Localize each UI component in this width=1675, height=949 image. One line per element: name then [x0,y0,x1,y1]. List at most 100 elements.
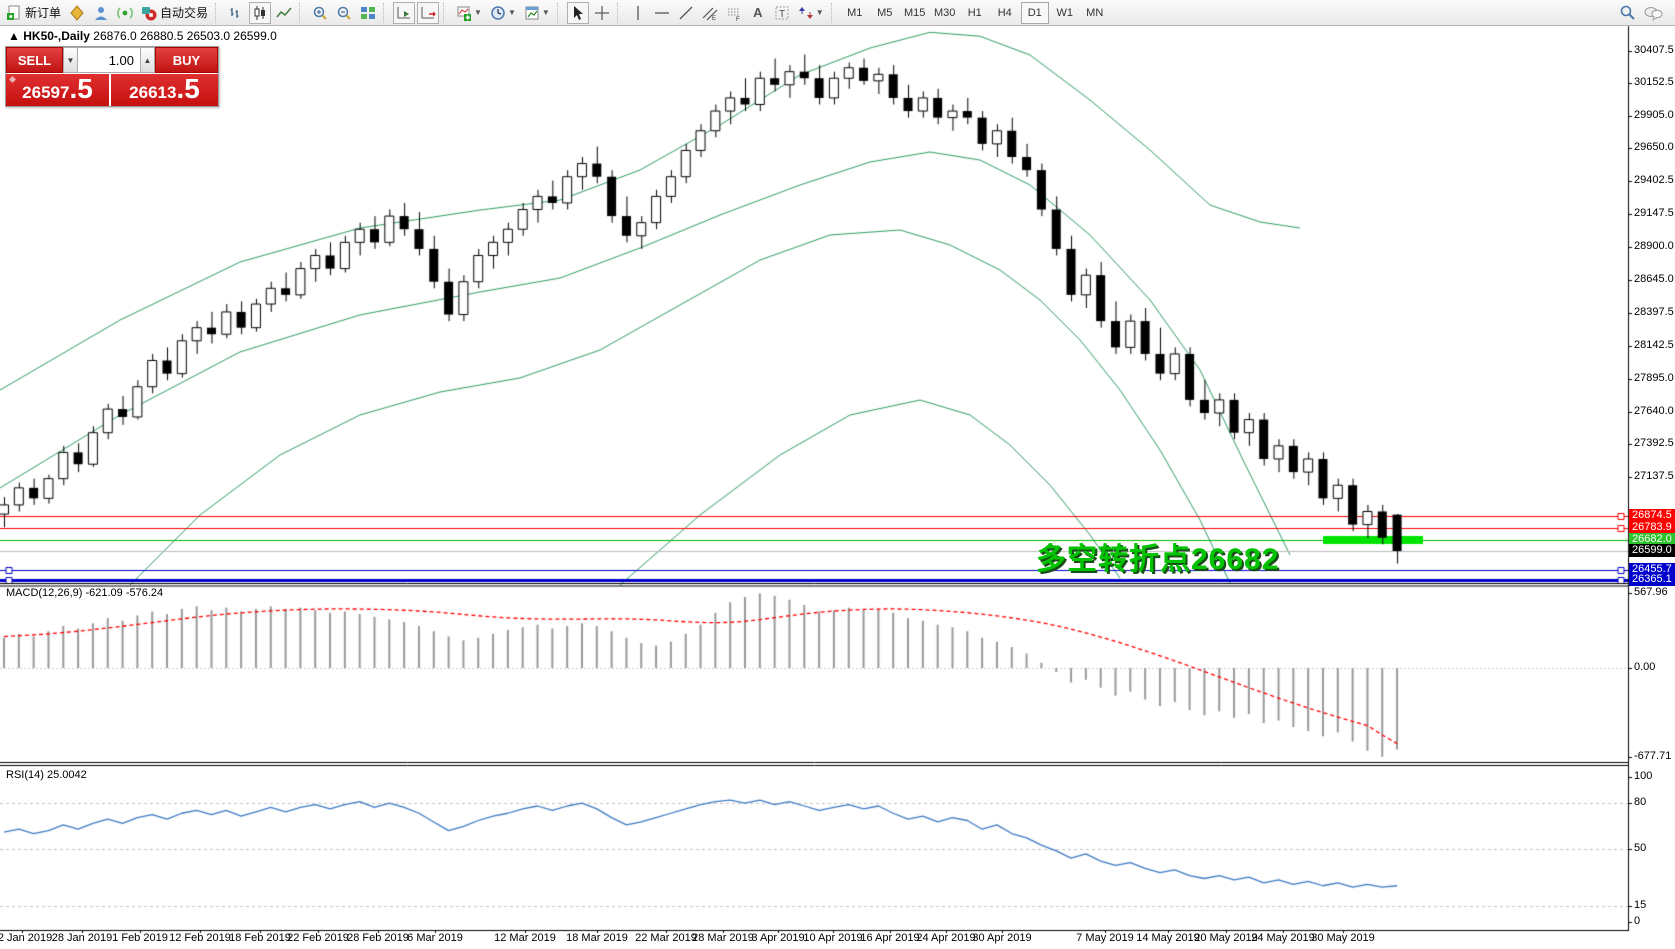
timeframe-w1[interactable]: W1 [1056,6,1073,19]
trendline-icon [678,5,694,21]
price-axis-label: 27137.5 [1634,470,1674,482]
line-chart-button[interactable] [273,2,295,24]
templates-button[interactable]: ▼ [521,2,553,24]
signals-button[interactable] [114,2,136,24]
tile-windows-icon [360,5,376,21]
timeframe-d1[interactable]: D1 [1020,1,1049,24]
date-label: 3 Apr 2019 [751,932,805,944]
vertical-line-button[interactable] [627,2,649,24]
buy-button[interactable]: BUY [155,47,218,73]
periods-icon [490,5,506,21]
date-label: 24 May 2019 [1251,932,1315,944]
text-button[interactable]: A [747,2,769,24]
buy-price-pips: .5 [176,73,200,104]
chevron-down-icon: ▼ [507,8,516,17]
candlestick-chart-button[interactable] [249,1,272,24]
zoom-in-button[interactable] [309,2,331,24]
main-toolbar: 新订单 自动交易 [0,0,1675,26]
timeframe-m15[interactable]: M15 [904,6,926,19]
symbol-name: HK50-,Daily [23,29,90,43]
crosshair-button[interactable] [591,2,613,24]
tile-windows-button[interactable] [357,2,379,24]
date-label: 28 Jan 2019 [51,932,113,944]
buy-price-tile[interactable]: 26613 .5 [111,74,218,106]
indicators-button[interactable]: ▼ [453,2,485,24]
sell-price-tile[interactable]: 26597 .5 [6,74,109,106]
bar-chart-icon [228,5,244,21]
price-axis-label: 28645.0 [1634,273,1674,285]
zoom-out-button[interactable] [333,2,355,24]
toolbar-separator [556,2,563,23]
date-label: 7 May 2019 [1076,932,1134,944]
timeframe-m1[interactable]: M1 [847,6,863,19]
price-tag: 26599.0 [1629,544,1675,557]
macd-axis-label: 0.00 [1634,661,1656,673]
text-label-button[interactable]: T [771,2,793,24]
price-axis-label: 27640.0 [1634,405,1674,417]
price-axis-label: 27895.0 [1634,372,1674,384]
cursor-button[interactable] [566,1,589,24]
timeframe-m30[interactable]: M30 [934,6,956,19]
trendline-button[interactable] [675,2,697,24]
timeframe-group: M1 M5 M15 M30 H1 H4 D1 W1 MN [840,1,1110,24]
sell-price: 26597 [22,83,70,102]
trade-widget-top-row: SELL ▼ ▲ BUY [6,47,218,73]
fibonacci-button[interactable]: F [723,2,745,24]
profile-button[interactable] [90,2,112,24]
chart-shift-button[interactable] [417,1,440,24]
timeframe-m5[interactable]: M5 [877,6,893,19]
price-tag: 26365.1 [1629,573,1675,586]
chevron-down-icon: ▼ [474,8,482,17]
autotrading-button[interactable]: 自动交易 [138,2,211,24]
toolbar-right-group [1615,2,1667,24]
chevron-down-icon: ▼ [541,8,550,17]
volume-input[interactable] [78,47,140,73]
volume-decrease-button[interactable]: ▼ [63,47,78,73]
price-tag: 26783.9 [1629,521,1675,534]
date-label: 12 Mar 2019 [494,932,556,944]
macd-indicator-label: MACD(12,26,9) -621.09 -576.24 [6,587,164,599]
date-label: 16 Apr 2019 [860,932,920,944]
one-click-collapse-icon[interactable]: ▲ [8,29,20,43]
volume-increase-button[interactable]: ▲ [140,47,155,73]
date-label: 28 Feb 2019 [347,932,409,944]
templates-icon [524,5,540,21]
arrows-button[interactable]: ▼ [795,2,827,24]
macd-axis-label: 567.96 [1634,586,1668,598]
svg-text:E: E [712,16,716,21]
rsi-axis-label: 100 [1634,770,1653,782]
sell-button[interactable]: SELL [6,47,63,73]
date-label: 22 Mar 2019 [635,932,697,944]
chat-button[interactable] [1641,2,1666,24]
horizontal-line-button[interactable] [651,2,673,24]
periods-button[interactable]: ▼ [487,2,519,24]
auto-scroll-button[interactable] [393,1,416,24]
timeframe-mn[interactable]: MN [1086,6,1104,19]
cursor-icon [570,5,586,21]
search-button[interactable] [1616,2,1639,24]
channel-button[interactable]: E [699,2,721,24]
chart-wizard-button[interactable] [66,2,88,24]
toolbar-separator [616,2,623,23]
date-label: 30 Apr 2019 [972,932,1032,944]
candlestick-chart-icon [252,5,268,21]
trade-widget-price-row: 26597 .5 26613 .5 [6,73,218,106]
timeframe-h1[interactable]: H1 [967,6,982,19]
date-label: 18 Mar 2019 [566,932,628,944]
price-tag: 26682.0 [1629,533,1675,546]
chat-icon [1644,5,1663,21]
bar-chart-button[interactable] [225,2,247,24]
price-axis-label: 28900.0 [1634,240,1674,252]
date-label: 18 Feb 2019 [229,932,291,944]
autotrading-icon [141,5,157,21]
chevron-down-icon: ▼ [815,8,824,17]
zoom-out-icon [336,5,352,21]
widget-drag-handle [8,75,17,84]
crosshair-icon [594,5,610,21]
new-order-button[interactable]: 新订单 [3,2,64,24]
svg-text:F: F [736,17,740,21]
sell-price-pips: .5 [69,73,93,104]
timeframe-h4[interactable]: H4 [997,6,1012,19]
